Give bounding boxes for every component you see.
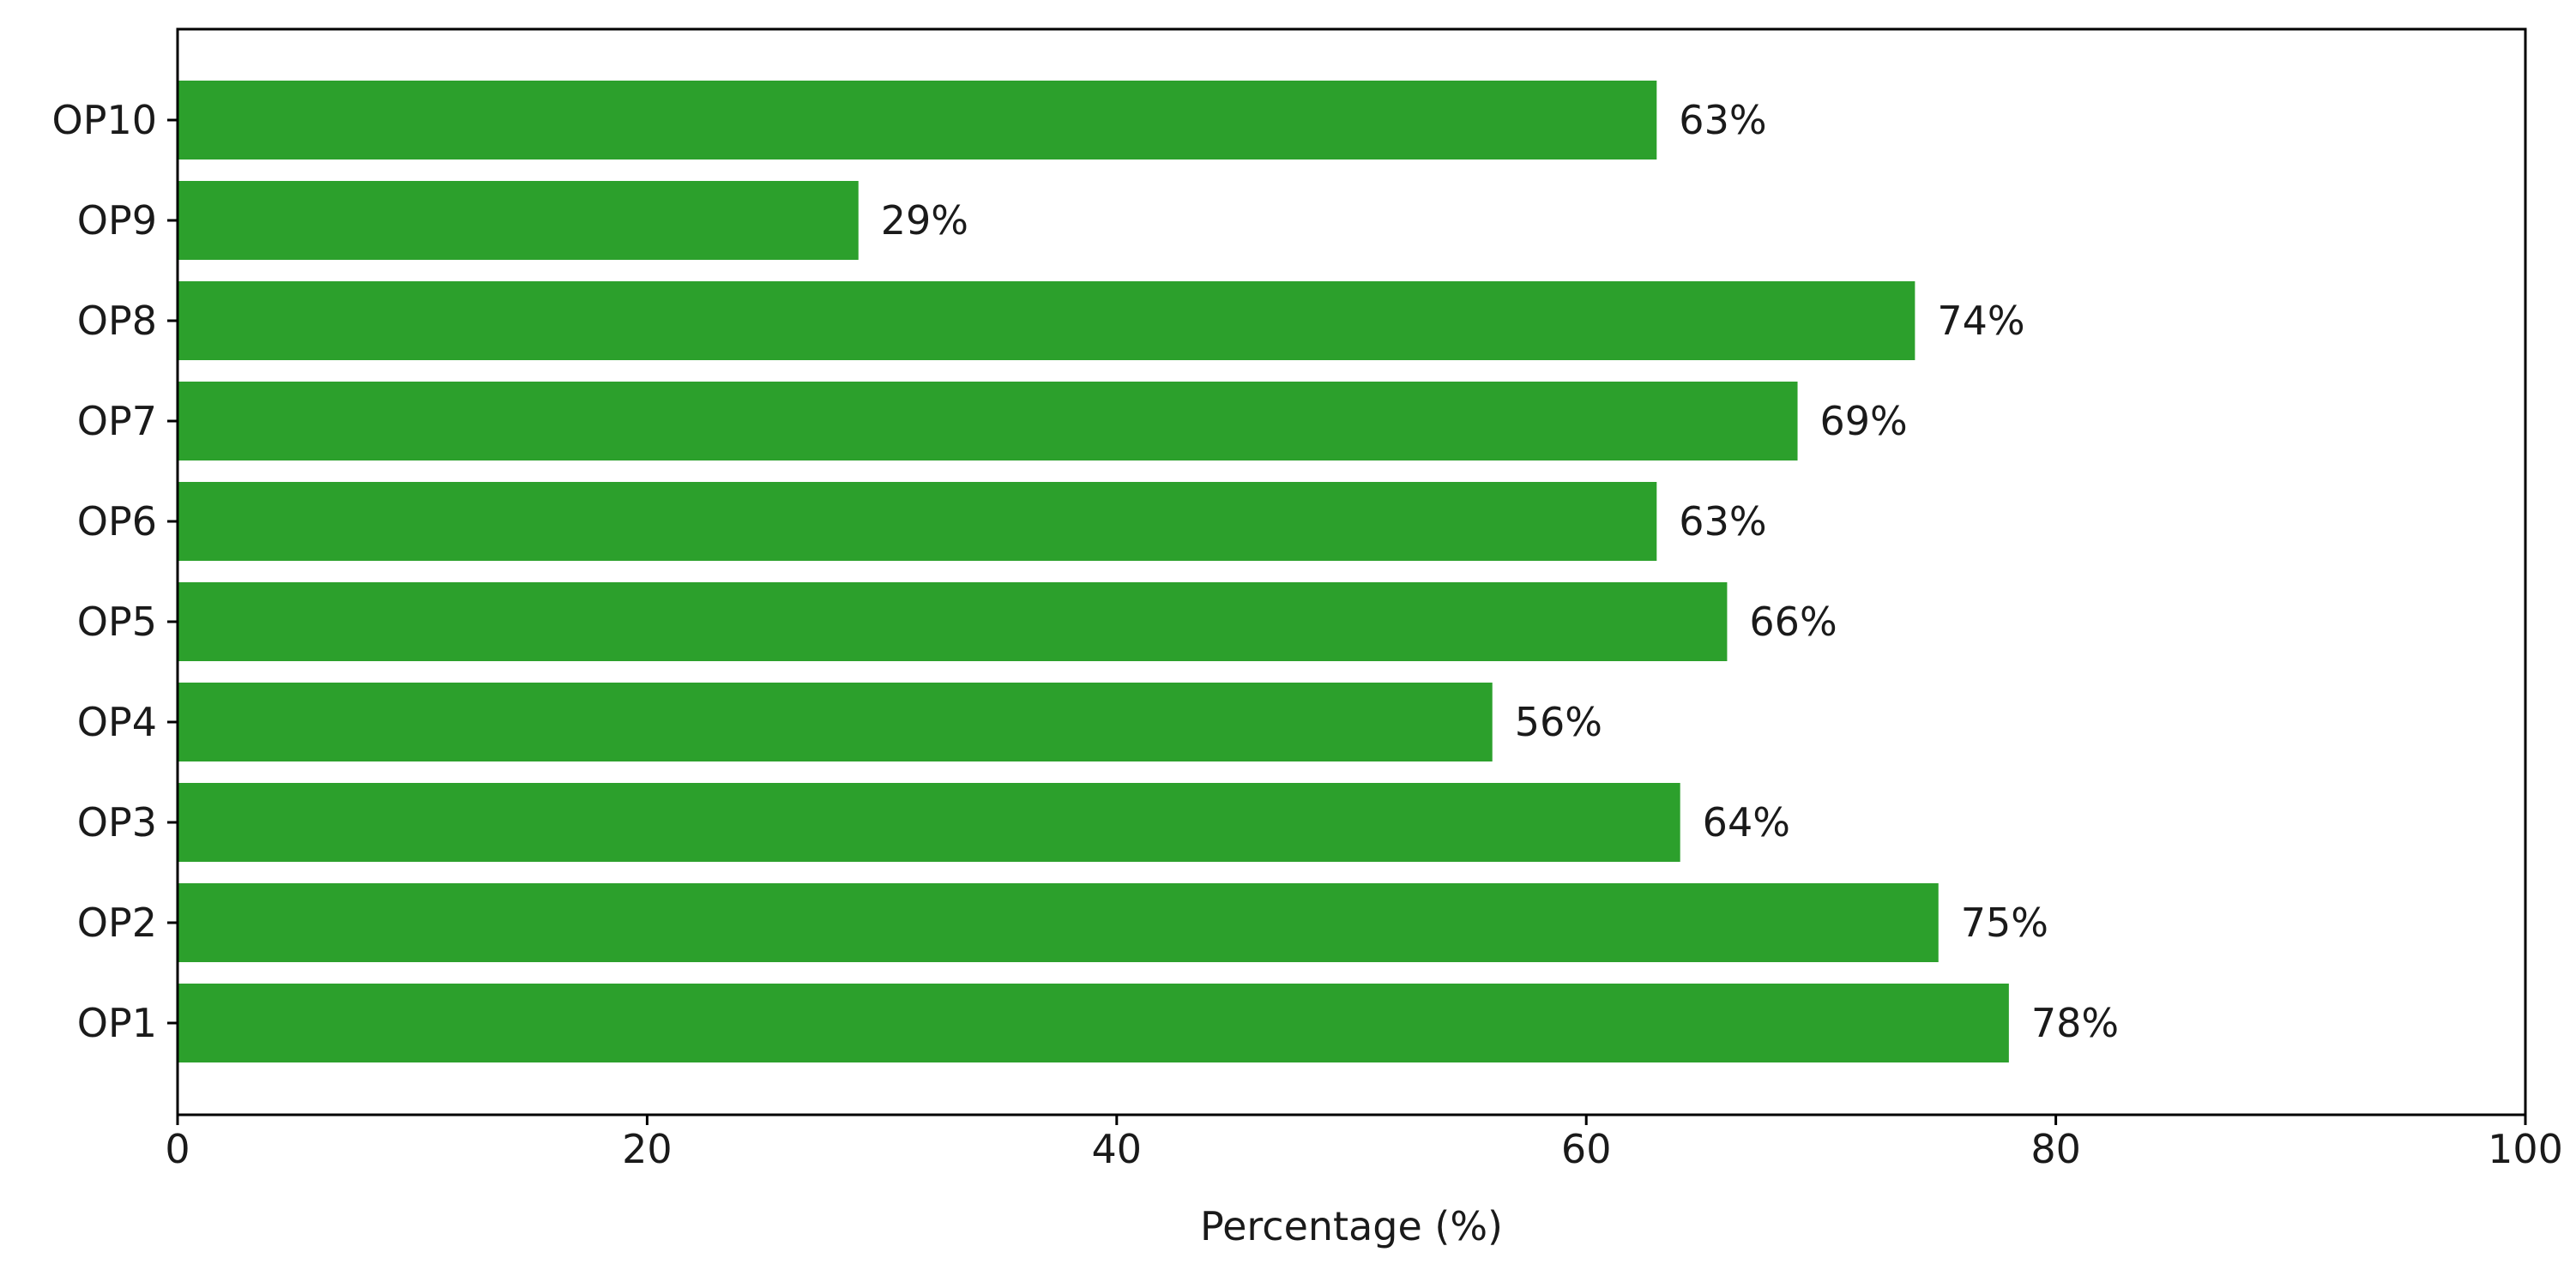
- bar-op6: [178, 482, 1657, 561]
- x-tick-label-0: 0: [165, 1126, 190, 1172]
- data-label-op5: 66%: [1749, 599, 1837, 645]
- y-tick-label-op9: OP9: [77, 197, 157, 244]
- bar-op10: [178, 81, 1657, 160]
- data-label-op4: 56%: [1515, 699, 1602, 745]
- y-axis-ticks: OP1 OP2 OP3 OP4 OP5 OP6 OP7 OP8 OP9 OP10: [52, 97, 178, 1046]
- bar-op1: [178, 984, 2009, 1062]
- y-tick-label-op10: OP10: [52, 97, 157, 143]
- bars-group: [178, 81, 2009, 1062]
- data-label-op7: 69%: [1820, 398, 1908, 444]
- x-tick-label-60: 60: [1561, 1126, 1612, 1172]
- data-label-op8: 74%: [1937, 298, 2024, 344]
- data-label-op3: 64%: [1703, 799, 1790, 846]
- bar-op4: [178, 683, 1493, 761]
- data-label-op1: 78%: [2031, 1000, 2119, 1046]
- x-axis-label: Percentage (%): [1200, 1203, 1503, 1249]
- y-tick-label-op3: OP3: [77, 799, 157, 846]
- y-tick-label-op4: OP4: [77, 699, 157, 745]
- bar-op9: [178, 181, 859, 260]
- x-tick-label-80: 80: [2030, 1126, 2081, 1172]
- y-tick-label-op5: OP5: [77, 599, 157, 645]
- y-tick-label-op7: OP7: [77, 398, 157, 444]
- y-tick-label-op6: OP6: [77, 498, 157, 545]
- x-tick-label-20: 20: [622, 1126, 673, 1172]
- data-label-op2: 75%: [1961, 900, 2048, 946]
- bar-op7: [178, 382, 1798, 460]
- data-label-op6: 63%: [1679, 498, 1766, 545]
- x-tick-label-40: 40: [1092, 1126, 1143, 1172]
- y-tick-label-op8: OP8: [77, 298, 157, 344]
- x-tick-label-100: 100: [2488, 1126, 2563, 1172]
- bar-op5: [178, 582, 1728, 661]
- data-label-op10: 63%: [1679, 97, 1766, 143]
- y-tick-label-op2: OP2: [77, 900, 157, 946]
- y-tick-label-op1: OP1: [77, 1000, 157, 1046]
- bar-op3: [178, 783, 1680, 862]
- plot-frame: [176, 27, 2527, 1116]
- data-label-op9: 29%: [881, 197, 968, 244]
- bar-op2: [178, 883, 1939, 962]
- data-labels-group: 78% 75% 64% 56% 66% 63% 69% 74% 29% 63%: [881, 97, 2119, 1046]
- x-axis-ticks: 0 20 40 60 80 100: [165, 1115, 2563, 1172]
- bar-op8: [178, 281, 1915, 360]
